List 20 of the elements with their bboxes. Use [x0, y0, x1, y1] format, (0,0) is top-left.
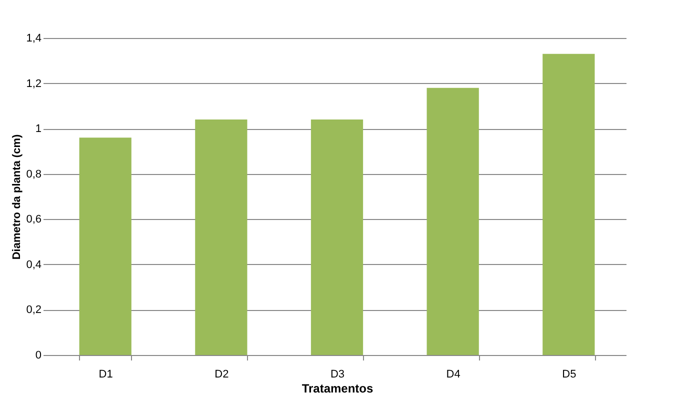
y-tick-label: 0,8: [26, 168, 42, 180]
bar: [310, 120, 364, 355]
x-tick-label: D1: [98, 368, 113, 380]
y-tick-label: 0,2: [26, 304, 42, 316]
bar: [542, 54, 595, 355]
x-tick-label: D5: [562, 368, 576, 380]
bar: [195, 120, 248, 355]
y-tick-label: 0,4: [26, 258, 42, 271]
y-tick-label: 1,2: [26, 78, 42, 90]
x-axis-title: Tratamentos: [302, 382, 374, 396]
y-tick-label: 0,6: [26, 214, 42, 226]
bar: [426, 88, 479, 355]
y-axis-title: Diametro da planta (cm): [11, 134, 24, 260]
y-tick-label: 1,4: [26, 32, 42, 44]
y-tick-label: 0: [35, 350, 42, 362]
x-tick-label: D3: [330, 368, 345, 380]
x-tick-label: D4: [446, 368, 460, 380]
bar: [79, 138, 132, 355]
y-tick-label: 1: [35, 123, 42, 136]
x-tick-label: D2: [214, 368, 229, 380]
